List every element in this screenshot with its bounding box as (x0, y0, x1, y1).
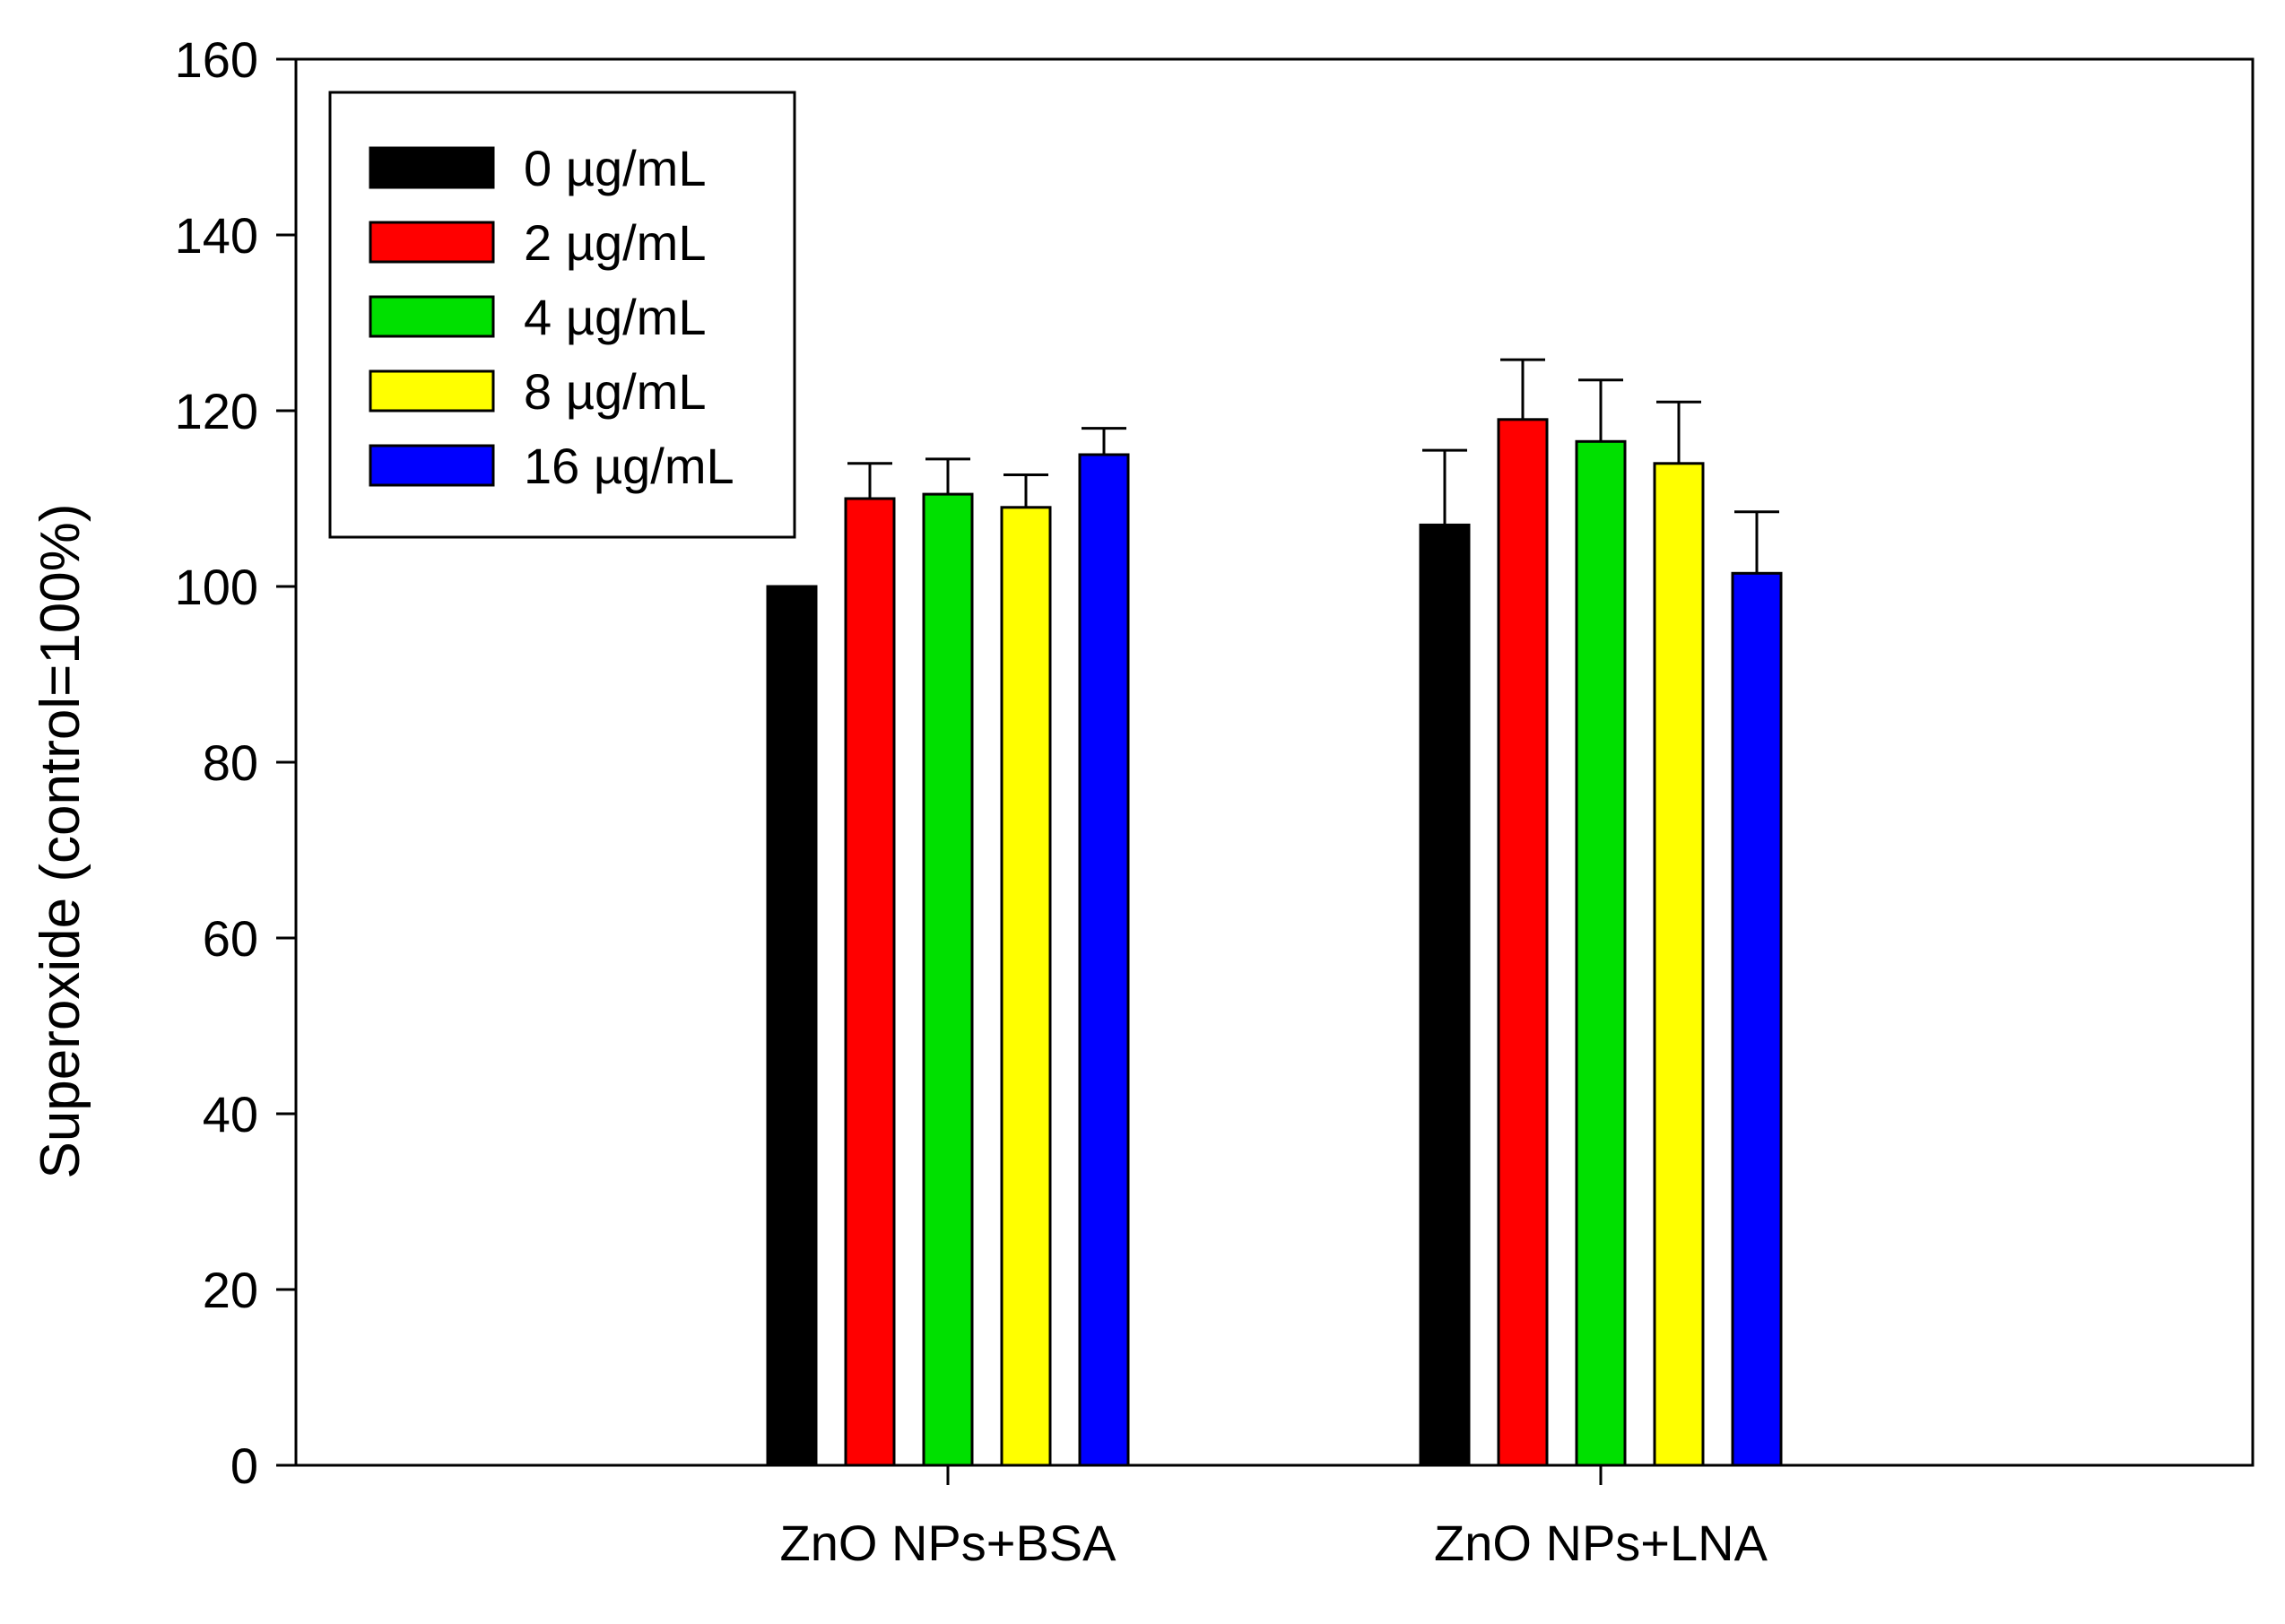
bar (766, 585, 818, 1467)
legend-swatch (369, 221, 495, 264)
bar (1497, 418, 1549, 1467)
legend: 0 µg/mL 2 µg/mL 4 µg/mL 8 µg/mL 16 µg/mL (328, 91, 796, 539)
y-tick-label: 20 (203, 1262, 258, 1318)
y-tick-label: 120 (175, 383, 258, 439)
bars-layer (766, 418, 1783, 1467)
y-tick-label: 80 (203, 734, 258, 791)
bar (844, 497, 896, 1467)
y-tick-label: 100 (175, 559, 258, 615)
legend-swatch (369, 444, 495, 487)
y-axis-label: Superoxide (control=100%) (30, 503, 91, 1178)
legend-label: 16 µg/mL (524, 438, 734, 494)
y-tick-label: 40 (203, 1086, 258, 1142)
bar (1575, 439, 1627, 1467)
legend-swatch (369, 369, 495, 413)
y-axis: 0 20 40 60 80 100 120 140 160 (175, 31, 296, 1494)
x-tick-label: ZnO NPs+LNA (1434, 1515, 1768, 1571)
error-bars-layer (847, 358, 1779, 574)
legend-label: 0 µg/mL (524, 140, 706, 196)
bar (1653, 462, 1705, 1467)
x-axis: ZnO NPs+BSA ZnO NPs+LNA (779, 1465, 1768, 1571)
legend-label: 4 µg/mL (524, 289, 706, 345)
y-tick-label: 60 (203, 910, 258, 967)
legend-label: 2 µg/mL (524, 214, 706, 271)
y-tick-label: 0 (230, 1437, 258, 1494)
bar (922, 492, 974, 1467)
bar (1078, 453, 1130, 1467)
legend-swatch (369, 295, 495, 338)
bar (1000, 506, 1052, 1467)
y-tick-label: 160 (175, 31, 258, 88)
bar (1419, 523, 1471, 1467)
bar (1731, 571, 1783, 1467)
legend-swatch (369, 146, 495, 189)
y-tick-label: 140 (175, 207, 258, 264)
legend-label: 8 µg/mL (524, 363, 706, 420)
x-tick-label: ZnO NPs+BSA (779, 1515, 1116, 1571)
